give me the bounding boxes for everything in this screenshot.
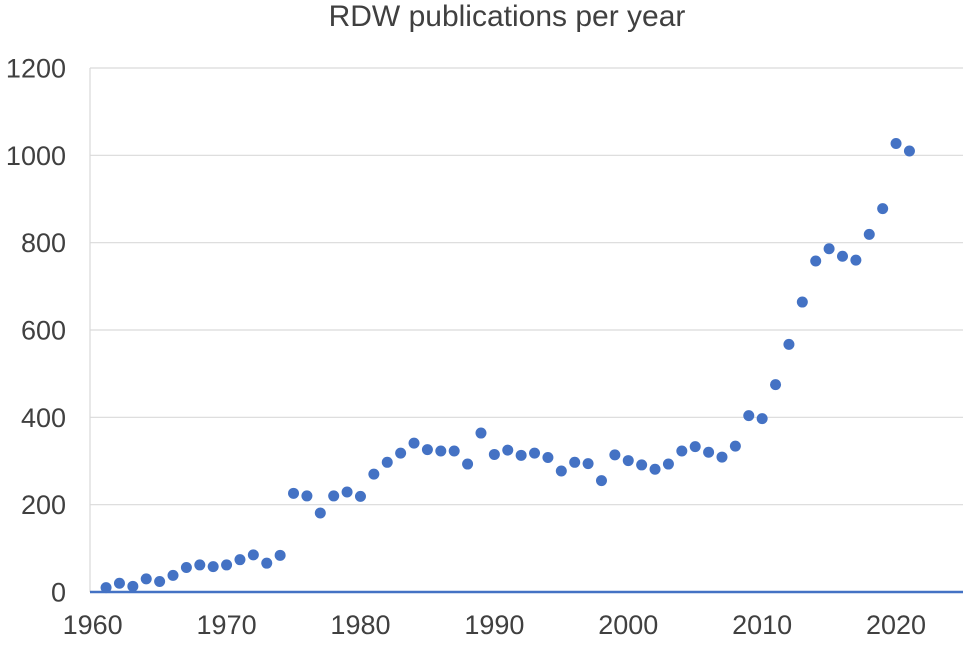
data-point xyxy=(636,459,648,471)
data-point xyxy=(301,490,313,502)
chart-title: RDW publications per year xyxy=(328,0,686,33)
data-point xyxy=(810,255,822,267)
data-point xyxy=(234,554,246,566)
data-point xyxy=(341,486,353,498)
x-tick-label: 2020 xyxy=(866,610,926,640)
data-point xyxy=(180,562,192,574)
y-tick-label: 1200 xyxy=(6,53,66,83)
data-point xyxy=(716,451,728,463)
data-point xyxy=(676,445,688,457)
x-tick-label: 1970 xyxy=(197,610,257,640)
data-point xyxy=(207,561,219,573)
data-point xyxy=(703,446,715,458)
data-point xyxy=(354,490,366,502)
data-point xyxy=(448,445,460,457)
data-point xyxy=(877,203,889,215)
data-point xyxy=(221,559,233,571)
data-point xyxy=(314,507,326,519)
data-point xyxy=(903,145,915,157)
data-point xyxy=(783,338,795,350)
data-point xyxy=(836,250,848,262)
y-tick-label: 600 xyxy=(21,315,66,345)
x-tick-label: 1980 xyxy=(330,610,390,640)
data-point xyxy=(421,444,433,456)
data-point xyxy=(113,577,125,589)
data-point xyxy=(662,458,674,470)
data-point xyxy=(863,228,875,240)
y-tick-label: 0 xyxy=(51,577,66,607)
data-point xyxy=(515,449,527,461)
data-point xyxy=(328,490,340,502)
data-point xyxy=(569,456,581,468)
data-point xyxy=(381,456,393,468)
data-point xyxy=(288,487,300,499)
x-tick-label: 2010 xyxy=(732,610,792,640)
y-tick-label: 1000 xyxy=(6,141,66,171)
y-tick-label: 800 xyxy=(21,228,66,258)
data-point xyxy=(689,441,701,453)
data-point xyxy=(743,410,755,422)
data-point xyxy=(770,379,782,391)
data-point xyxy=(756,413,768,425)
data-point xyxy=(368,468,380,480)
data-point xyxy=(154,576,166,588)
data-point xyxy=(649,463,661,475)
data-point xyxy=(555,465,567,477)
data-point xyxy=(529,447,541,459)
data-point xyxy=(890,138,902,150)
data-point xyxy=(462,458,474,470)
data-point xyxy=(582,458,594,470)
data-point xyxy=(796,296,808,308)
data-point xyxy=(194,559,206,571)
data-point xyxy=(395,447,407,459)
data-point xyxy=(850,254,862,266)
data-point xyxy=(622,455,634,467)
data-point xyxy=(261,557,273,569)
data-point xyxy=(167,569,179,581)
data-point xyxy=(247,549,259,561)
y-tick-label: 200 xyxy=(21,490,66,520)
data-point xyxy=(140,573,152,585)
y-tick-label: 400 xyxy=(21,403,66,433)
data-point xyxy=(729,440,741,452)
data-point xyxy=(595,475,607,487)
data-point xyxy=(435,445,447,457)
data-point xyxy=(502,444,514,456)
data-point xyxy=(475,427,487,439)
x-tick-label: 1990 xyxy=(464,610,524,640)
x-tick-label: 2000 xyxy=(598,610,658,640)
data-point xyxy=(127,580,139,592)
data-point xyxy=(488,448,500,460)
data-point xyxy=(542,452,554,464)
data-point xyxy=(274,549,286,561)
data-point xyxy=(408,437,420,449)
data-point xyxy=(609,449,621,461)
data-point xyxy=(823,243,835,255)
data-point xyxy=(100,582,112,594)
x-tick-label: 1960 xyxy=(63,610,123,640)
